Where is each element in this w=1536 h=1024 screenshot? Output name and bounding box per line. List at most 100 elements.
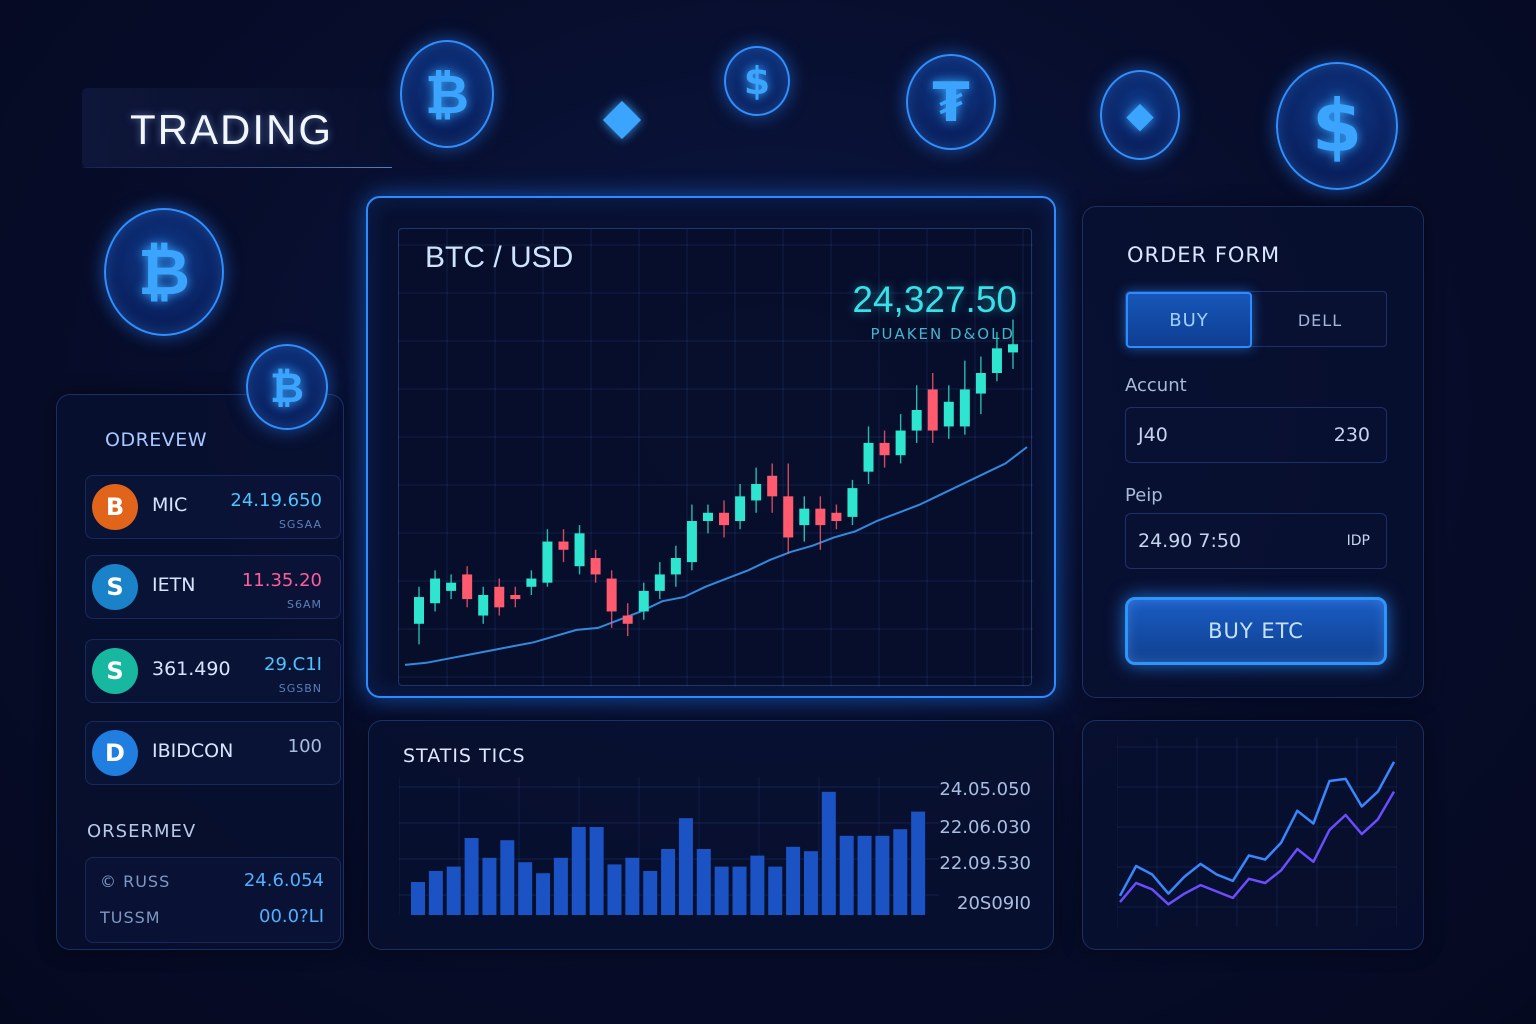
- stat-bar: [625, 857, 640, 915]
- statistics-bar-chart: [399, 777, 939, 915]
- asset-sub: SGSAA: [278, 518, 322, 531]
- asset-sub: S6AM: [287, 598, 322, 611]
- buy-submit-button[interactable]: BUY ETC: [1125, 597, 1387, 665]
- overview-title: ODREVEW: [105, 429, 208, 451]
- orders-summary-box: © RUSS 24.6.054 TUSSM 00.0?LI: [85, 857, 341, 943]
- asset-price: 24.19.650: [230, 490, 322, 511]
- side-toggle: BUY DELL: [1125, 291, 1387, 348]
- stat-bar: [464, 838, 479, 915]
- price-value: 24.90 7:50: [1138, 530, 1242, 552]
- candle-body: [702, 512, 713, 521]
- asset-coin-icon: B: [92, 484, 138, 530]
- account-value-left: J40: [1138, 424, 1168, 446]
- candle-body: [799, 508, 810, 526]
- candle-body: [590, 558, 601, 575]
- buy-tab[interactable]: BUY: [1126, 292, 1252, 348]
- candle-body: [670, 558, 681, 575]
- account-value-right: 230: [1333, 424, 1370, 446]
- mini-line-chart: [1117, 737, 1397, 927]
- price-field[interactable]: 24.90 7:50 IDP: [1125, 513, 1387, 569]
- asset-price: 29.C1I: [264, 654, 322, 675]
- account-field[interactable]: J40 230: [1125, 407, 1387, 463]
- asset-coin-icon: D: [92, 730, 138, 776]
- candle-body: [430, 578, 441, 604]
- stat-bar: [411, 882, 425, 915]
- asset-name: 361.490: [152, 658, 231, 680]
- bitcoin-coin-small-icon: ₿: [246, 344, 328, 430]
- candle-body: [638, 590, 649, 612]
- stat-bar: [607, 864, 622, 915]
- asset-row[interactable]: D IBIDCON 100: [85, 721, 341, 785]
- order-form-title: ORDER FORM: [1127, 243, 1281, 267]
- asset-name: MIC: [152, 494, 188, 516]
- overview-panel: ODREVEW B MIC 24.19.650 SGSAA S IETN 11.…: [56, 394, 344, 950]
- candle-body: [831, 512, 842, 521]
- account-label: Accunt: [1125, 375, 1187, 396]
- candle-body: [911, 410, 922, 431]
- sell-tab[interactable]: DELL: [1297, 310, 1343, 330]
- stat-bar: [536, 873, 551, 915]
- orders-summary-title: ORSERMEV: [87, 821, 197, 842]
- asset-coin-icon: S: [92, 648, 138, 694]
- candle-body: [414, 597, 424, 624]
- stat-bar: [500, 840, 515, 915]
- candle-body: [542, 541, 553, 583]
- candle-body: [783, 496, 794, 538]
- stat-bar: [589, 827, 604, 915]
- candle-body: [719, 512, 730, 526]
- stat-bar: [446, 866, 461, 915]
- dollar-coin-icon: $: [724, 46, 790, 116]
- stat-bar: [857, 835, 872, 915]
- order-form-panel: ORDER FORM BUY DELL Accunt J40 230 Peip …: [1082, 206, 1424, 698]
- asset-row[interactable]: B MIC 24.19.650 SGSAA: [85, 475, 341, 539]
- asset-row[interactable]: S IETN 11.35.20 S6AM: [85, 555, 341, 619]
- candle-body: [735, 496, 746, 521]
- asset-coin-icon: S: [92, 564, 138, 610]
- candle-body: [606, 578, 617, 612]
- candle-body: [879, 442, 890, 456]
- candle-body: [959, 389, 970, 427]
- candle-body: [1008, 344, 1018, 353]
- stat-bar: [714, 866, 729, 915]
- statistics-value: 24.05.050: [939, 779, 1031, 800]
- stat-bar: [661, 849, 676, 915]
- candle-body: [927, 389, 938, 431]
- asset-row[interactable]: S 361.490 29.C1I SGSBN: [85, 639, 341, 703]
- orders-summary-value: 00.0?LI: [259, 906, 324, 927]
- stat-bar: [875, 835, 890, 915]
- stat-bar: [893, 829, 908, 915]
- pair-label: BTC / USD: [425, 241, 574, 274]
- orders-summary-label: © RUSS: [100, 872, 171, 891]
- stat-bar: [696, 849, 711, 915]
- candle-body: [991, 348, 1002, 373]
- stat-bar: [786, 846, 801, 915]
- tether-coin-icon: ₮: [906, 54, 996, 150]
- asset-sub: SGSBN: [278, 682, 322, 695]
- statistics-value: 20S09I0: [957, 893, 1031, 914]
- stat-bar: [643, 871, 658, 915]
- statistics-title: STATIS TICS: [403, 745, 526, 767]
- chart-area[interactable]: BTC / USD 24,327.50 PUAKEN D&OLD: [398, 228, 1033, 687]
- app-title-box: TRADING: [82, 88, 392, 168]
- stat-bar: [571, 827, 586, 915]
- candle-body: [975, 373, 986, 394]
- orders-summary-label: TUSSM: [100, 908, 161, 927]
- stat-bar: [803, 851, 818, 915]
- statistics-value: 22.09.530: [939, 853, 1031, 874]
- stat-bar: [750, 855, 765, 915]
- dollar-coin-large-icon: $: [1276, 62, 1398, 190]
- app-title: TRADING: [130, 106, 333, 153]
- candle-body: [895, 430, 906, 456]
- candle-body: [494, 586, 505, 608]
- orders-summary-value: 24.6.054: [243, 870, 324, 891]
- ethereum-icon: ◆: [602, 87, 642, 145]
- candle-body: [847, 488, 858, 517]
- mini-series-line: [1119, 790, 1396, 906]
- price-subtitle: PUAKEN D&OLD: [870, 325, 1015, 343]
- candlestick-chart: [399, 229, 1033, 687]
- candle-body: [462, 574, 473, 600]
- candle-body: [478, 595, 489, 616]
- stat-bar: [768, 866, 783, 915]
- asset-name: IETN: [152, 574, 196, 596]
- candle-body: [751, 484, 762, 501]
